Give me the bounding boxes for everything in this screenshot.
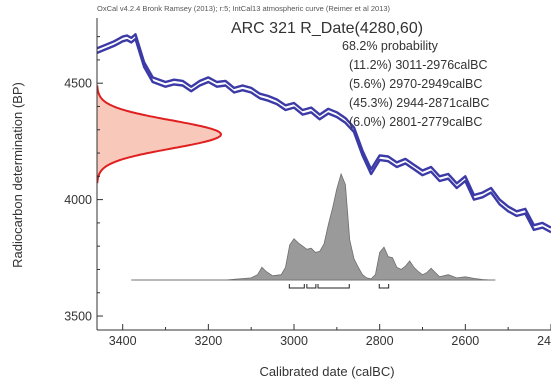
range-bracket [306, 284, 317, 289]
x-tick-label: 3400 [109, 334, 137, 348]
y-axis-label: Radiocarbon determination (BP) [10, 82, 25, 268]
x-tick-label: 3000 [280, 334, 308, 348]
range-bracket [288, 284, 305, 289]
y-tick-label: 4000 [64, 193, 92, 207]
calibrated-distribution [225, 172, 492, 281]
probability-heading: 68.2% probability [342, 39, 439, 53]
y-tick-label: 3500 [64, 310, 92, 324]
radiocarbon-date-fill [97, 85, 221, 184]
x-tick-label: 2600 [451, 334, 479, 348]
chart-header: OxCal v4.2.4 Bronk Ramsey (2013); r:5; I… [97, 4, 391, 13]
chart-title: ARC 321 R_Date(4280,60) [231, 20, 423, 37]
radiocarbon-date-curve [97, 85, 223, 184]
range-bracket [378, 284, 390, 289]
range-label: (5.6%) 2970-2949calBC [349, 77, 482, 91]
x-tick-label: 2400 [537, 334, 551, 348]
calibration-curve-lower [97, 37, 551, 234]
x-axis-label: Calibrated date (calBC) [259, 364, 394, 379]
range-bracket [317, 284, 350, 289]
y-tick-label: 4500 [64, 77, 92, 91]
range-label: (45.3%) 2944-2871calBC [349, 96, 489, 110]
calibration-curve-upper [97, 33, 551, 229]
x-tick-label: 2800 [366, 334, 394, 348]
range-label: (6.0%) 2801-2779calBC [349, 115, 482, 129]
x-tick-label: 3200 [194, 334, 222, 348]
range-labels: (11.2%) 3011-2976calBC (5.6%) 2970-2949ca… [349, 58, 489, 129]
range-label: (11.2%) 3011-2976calBC [349, 58, 488, 72]
